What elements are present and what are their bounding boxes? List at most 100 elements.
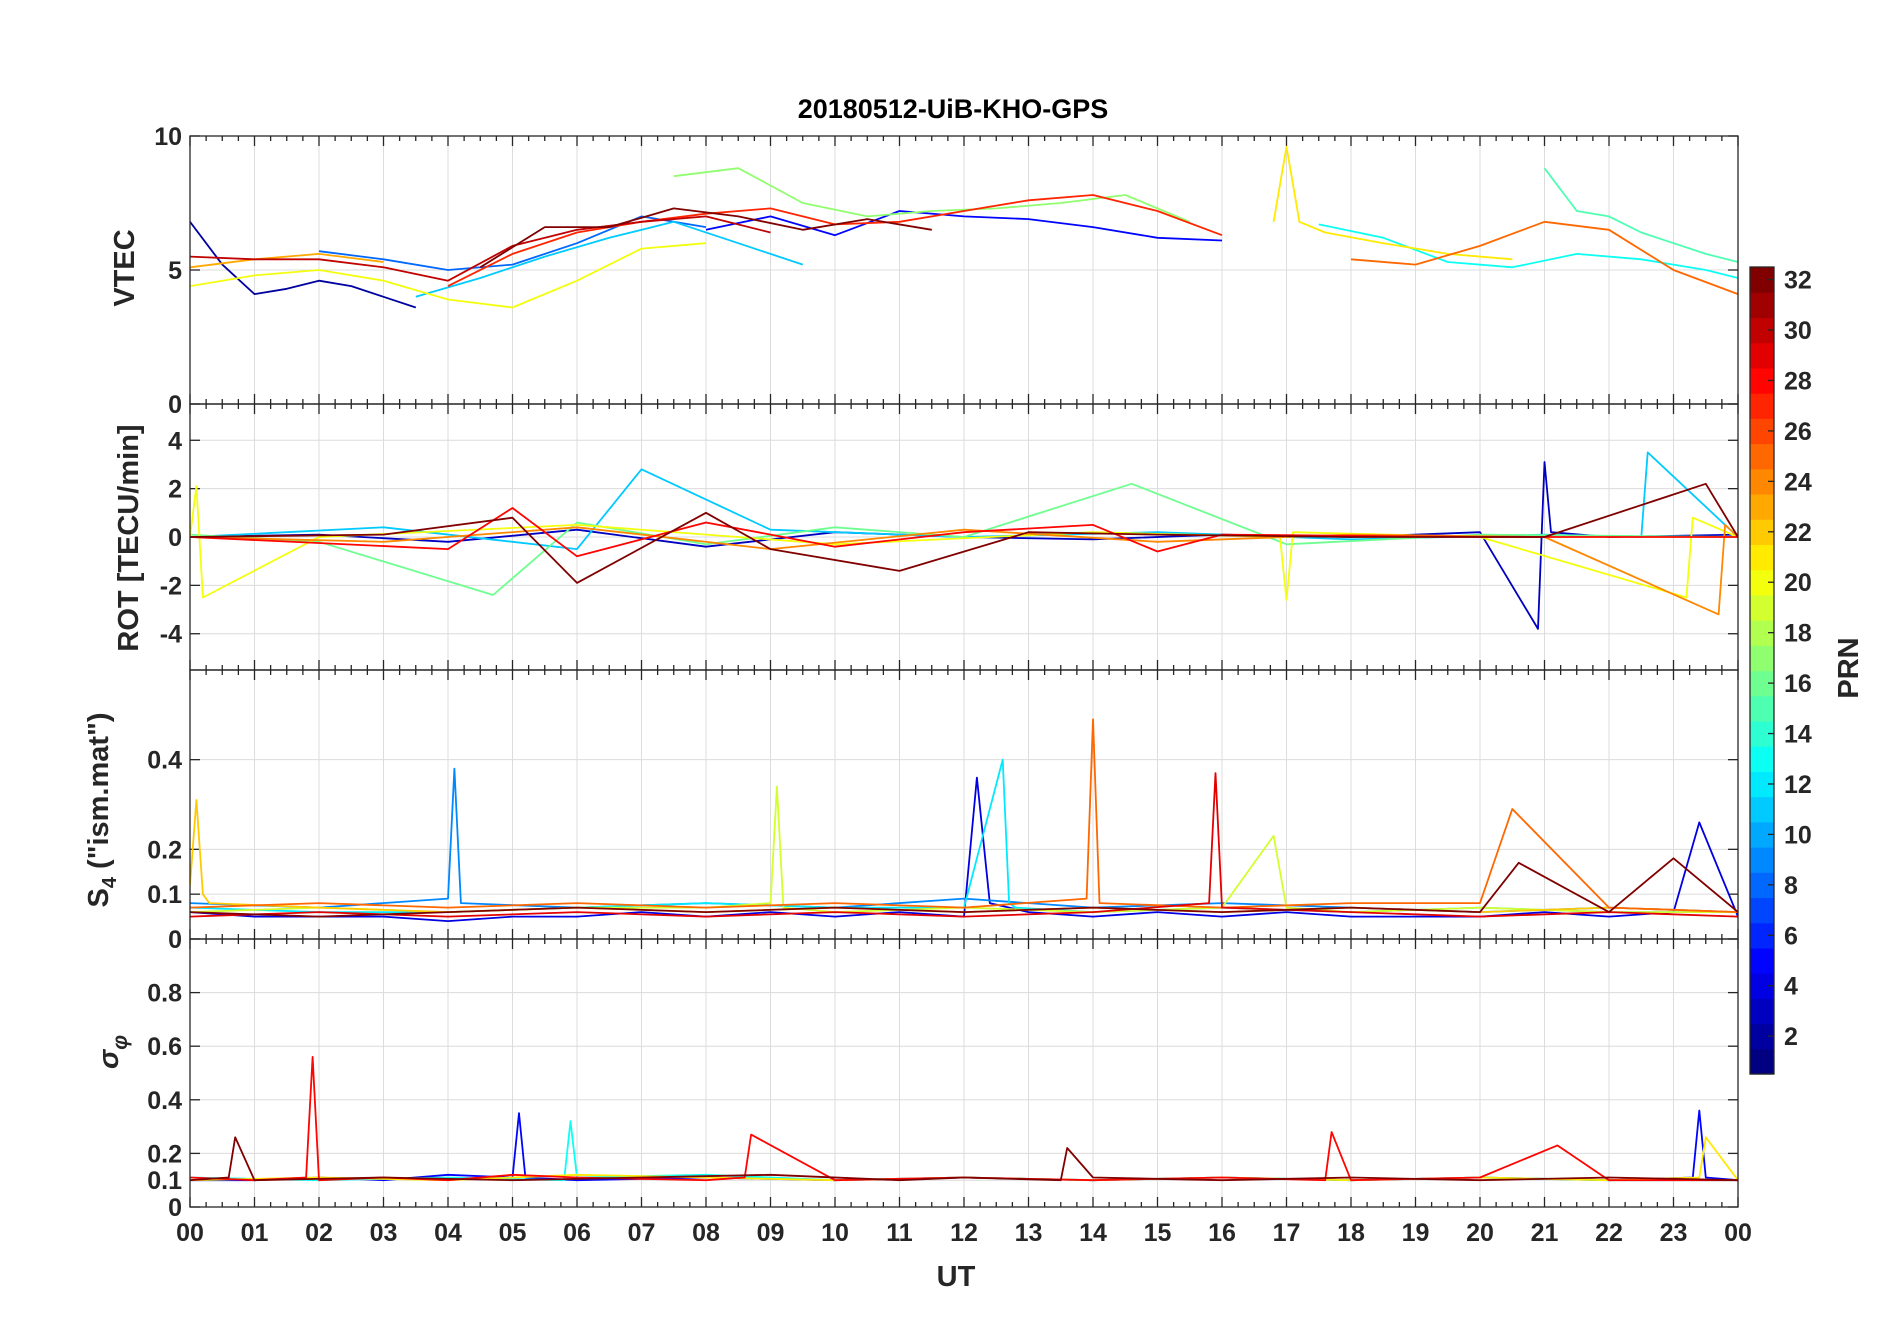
- x-tick-label: 00: [176, 1219, 204, 1247]
- series-line-prn-15: [1543, 167, 1738, 263]
- x-tick-label: 10: [821, 1219, 849, 1247]
- ylabel-rot: ROT [TECU/min]: [113, 424, 145, 651]
- colorbar-tick-label: 10: [1784, 821, 1812, 849]
- series-group: [190, 451, 1738, 630]
- x-tick-label: 18: [1337, 1219, 1365, 1247]
- x-tick-label: 07: [628, 1219, 656, 1247]
- y-tick-label: 0.1: [147, 881, 182, 909]
- x-tick-label: 03: [370, 1219, 398, 1247]
- x-tick-label: 17: [1273, 1219, 1301, 1247]
- y-tick-label: 2: [168, 476, 182, 504]
- colorbar-label: PRN: [1833, 637, 1865, 698]
- x-tick-label: 21: [1531, 1219, 1559, 1247]
- x-tick-label: 20: [1466, 1219, 1494, 1247]
- axes-frame: [189, 938, 1739, 1208]
- colorbar-segment: [1750, 645, 1774, 672]
- colorbar-segment: [1750, 594, 1774, 621]
- series-line-prn-11: [415, 220, 804, 298]
- colorbar-segment: [1750, 847, 1774, 873]
- x-tick-label: 11: [886, 1219, 913, 1247]
- x-tick-label: 15: [1144, 1219, 1172, 1247]
- y-tick-label: 0: [168, 391, 182, 419]
- colorbar-tick-label: 28: [1784, 367, 1812, 395]
- x-tick-label: 06: [563, 1219, 591, 1247]
- series-line-prn-32: [190, 482, 1738, 584]
- xlabel-ut: UT: [937, 1261, 976, 1293]
- series-line-prn-4: [190, 776, 1738, 922]
- y-tick-label: 0.4: [147, 1087, 182, 1115]
- series-group: [190, 1056, 1738, 1182]
- colorbar-tick-label: 20: [1784, 569, 1812, 597]
- series-line-prn-29: [190, 772, 1738, 918]
- series-line-prn-30: [190, 215, 771, 282]
- colorbar-segment: [1750, 393, 1774, 419]
- colorbar-segment: [1750, 947, 1774, 974]
- colorbar-tick-label: 14: [1784, 721, 1812, 749]
- x-tick-label: 04: [434, 1219, 462, 1247]
- colorbar-segment: [1750, 796, 1774, 823]
- colorbar-segment: [1750, 746, 1774, 772]
- s4-panel: 0 0.1 0.2 0.4: [147, 669, 1739, 954]
- colorbar-tick-label: 18: [1784, 620, 1812, 648]
- colorbar-tick-label: 16: [1784, 670, 1812, 698]
- colorbar-tick-label: 4: [1784, 973, 1798, 1001]
- series-line-prn-24: [190, 524, 1738, 616]
- ylabel-sigma-sub: φ: [109, 1035, 132, 1050]
- y-tick-label: 0.4: [147, 747, 182, 775]
- sigma-phi-panel: 00.10.2 0.4 0.6 0.8 00 01 02 03 04 05 06 07 08 09 10 11…: [147, 938, 1752, 1247]
- ylabel-s4-rest: ("ism.mat"): [83, 713, 115, 877]
- ylabel-s4-sub: 4: [99, 876, 121, 888]
- ylabel-vtec: VTEC: [109, 229, 141, 306]
- x-tick-label: 05: [499, 1219, 527, 1247]
- x-tick-label: 01: [241, 1219, 269, 1247]
- x-tick-label: 13: [1015, 1219, 1043, 1247]
- colorbar-segment: [1750, 998, 1774, 1025]
- colorbar-segment: [1750, 1048, 1774, 1075]
- colorbar-segment: [1750, 342, 1774, 369]
- y-tick-label: 0: [168, 926, 182, 954]
- y-tick-label: 0.6: [147, 1033, 182, 1061]
- series-line-prn-32: [190, 857, 1738, 918]
- colorbar-segment: [1750, 443, 1774, 470]
- x-tick-label: 08: [692, 1219, 720, 1247]
- y-tick-label: -4: [160, 621, 182, 649]
- y-tick-label: 0.1: [147, 1167, 182, 1195]
- colorbar-tick-label: 22: [1784, 519, 1812, 547]
- series-line-prn-2: [190, 221, 417, 309]
- y-tick-label: 0.8: [147, 980, 182, 1008]
- x-tick-label: 00: [1724, 1219, 1752, 1247]
- ylabel-sigma-main: σ: [93, 1048, 125, 1069]
- x-tick-label: 02: [305, 1219, 333, 1247]
- y-tick-label: 0: [168, 1194, 182, 1222]
- y-tick-label: -2: [160, 572, 182, 600]
- colorbar-segment: [1750, 292, 1774, 319]
- ylabel-s4: S4 ("ism.mat"): [83, 713, 121, 908]
- series-line-prn-5: [705, 210, 1223, 242]
- x-tick-label: 14: [1079, 1219, 1107, 1247]
- series-line-prn-28: [190, 507, 1738, 558]
- series-group: [190, 718, 1738, 922]
- colorbar-segment: [1750, 897, 1774, 924]
- y-tick-label: 0.2: [147, 836, 182, 864]
- colorbar-tick-label: 8: [1784, 872, 1798, 900]
- x-tick-label: 09: [757, 1219, 785, 1247]
- series-group: [190, 145, 1738, 309]
- colorbar-segment: [1750, 695, 1774, 722]
- series-line-prn-16: [190, 482, 1738, 596]
- series-line-prn-23: [190, 252, 384, 269]
- series-line-prn-25: [190, 718, 1738, 913]
- colorbar-tick-label: 2: [1784, 1023, 1798, 1051]
- x-tick-label: 22: [1595, 1219, 1623, 1247]
- colorbar-tick-label: 26: [1784, 418, 1812, 446]
- colorbar-tick-label: 6: [1784, 922, 1798, 950]
- rot-panel: -4 -2 0 2 4: [160, 403, 1739, 671]
- colorbar-tick-label: 32: [1784, 267, 1812, 295]
- y-tick-label: 10: [154, 123, 182, 151]
- x-tick-label: 23: [1660, 1219, 1688, 1247]
- colorbar-tick-label: 12: [1784, 771, 1812, 799]
- x-tick-label: 16: [1208, 1219, 1236, 1247]
- colorbar-segment: [1750, 544, 1774, 571]
- series-line-prn-13: [1318, 223, 1738, 279]
- series-line-prn-25: [1350, 220, 1738, 295]
